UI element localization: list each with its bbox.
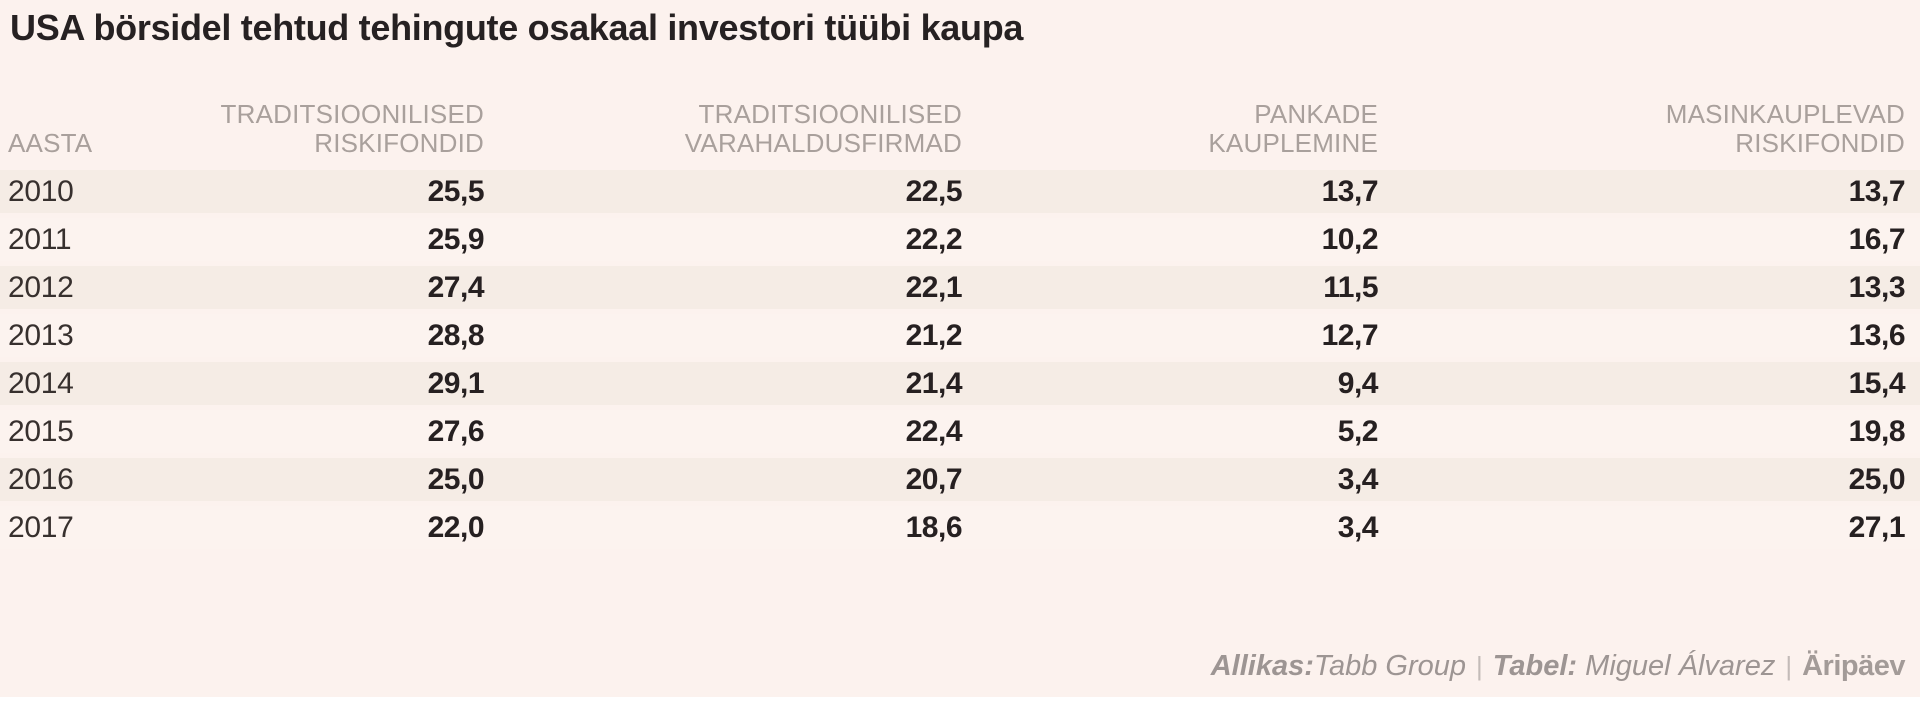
table-body: 2010 25,5 22,5 13,7 13,7 2011 25,9 22,2 10,2 16,7…	[0, 170, 1920, 554]
column-header-line2: KAUPLEMINE	[1208, 128, 1378, 158]
table-row: 2011 25,9 22,2 10,2 16,7	[0, 218, 1920, 261]
value-cell: 21,2	[905, 318, 963, 352]
value-cell: 25,5	[427, 174, 485, 208]
column-header-traditsioonilised-riskifondid: TRADITSIOONILISED RISKIFONDID	[170, 100, 484, 158]
source-label: Allikas:	[1210, 650, 1314, 682]
value-cell: 13,3	[1848, 270, 1906, 304]
value-cell: 25,9	[427, 222, 485, 256]
table-row: 2010 25,5 22,5 13,7 13,7	[0, 170, 1920, 213]
column-header-line2: VARAHALDUSFIRMAD	[684, 128, 962, 158]
column-header-line1: TRADITSIOONILISED	[220, 99, 484, 129]
year-cell: 2012	[8, 270, 74, 304]
year-cell: 2017	[8, 510, 74, 544]
value-cell: 22,0	[427, 510, 485, 544]
value-cell: 13,7	[1321, 174, 1379, 208]
column-header-line1: MASINKAUPLEVAD	[1665, 99, 1905, 129]
value-cell: 15,4	[1848, 366, 1906, 400]
column-header-line2: RISKIFONDID	[1735, 128, 1905, 158]
year-cell: 2015	[8, 414, 74, 448]
value-cell: 21,4	[905, 366, 963, 400]
value-cell: 3,4	[1337, 462, 1379, 496]
value-cell: 9,4	[1337, 366, 1379, 400]
year-cell: 2013	[8, 318, 74, 352]
value-cell: 18,6	[905, 510, 963, 544]
page-title: USA börsidel tehtud tehingute osakaal in…	[10, 7, 1024, 48]
value-cell: 29,1	[427, 366, 485, 400]
year-cell: 2011	[8, 222, 72, 256]
value-cell: 25,0	[427, 462, 485, 496]
footer-separator: |	[1785, 651, 1793, 681]
column-header-aasta: AASTA	[0, 129, 170, 158]
column-header-masinkauplevad-riskifondid: MASINKAUPLEVAD RISKIFONDID	[1378, 100, 1920, 158]
table-row: 2012 27,4 22,1 11,5 13,3	[0, 266, 1920, 309]
value-cell: 22,1	[905, 270, 963, 304]
value-cell: 25,0	[1848, 462, 1906, 496]
footer-separator: |	[1476, 651, 1483, 681]
value-cell: 20,7	[905, 462, 963, 496]
bottom-white-strip	[0, 697, 1920, 706]
publisher-logo: Äripäev	[1802, 650, 1905, 682]
value-cell: 3,4	[1337, 510, 1379, 544]
value-cell: 10,2	[1321, 222, 1379, 256]
column-header-pankade-kauplemine: PANKADE KAUPLEMINE	[962, 100, 1378, 158]
column-header-traditsioonilised-varahaldusfirmad: TRADITSIOONILISED VARAHALDUSFIRMAD	[484, 100, 962, 158]
value-cell: 27,6	[427, 414, 485, 448]
value-cell: 27,4	[427, 270, 485, 304]
table-credit-name: Miguel Álvarez	[1585, 650, 1776, 682]
value-cell: 19,8	[1848, 414, 1906, 448]
value-cell: 11,5	[1323, 270, 1378, 304]
value-cell: 16,7	[1848, 222, 1906, 256]
table-header-row: AASTA TRADITSIOONILISED RISKIFONDID TRAD…	[0, 88, 1920, 158]
year-cell: 2010	[8, 174, 74, 208]
table-row: 2015 27,6 22,4 5,2 19,8	[0, 410, 1920, 453]
year-cell: 2014	[8, 366, 74, 400]
value-cell: 22,2	[905, 222, 963, 256]
value-cell: 22,5	[905, 174, 963, 208]
table-row: 2017 22,0 18,6 3,4 27,1	[0, 506, 1920, 549]
value-cell: 28,8	[427, 318, 485, 352]
value-cell: 13,6	[1848, 318, 1906, 352]
footer-credits: Allikas:Tabb Group | Tabel: Miguel Álvarez…	[1210, 650, 1906, 683]
column-header-line1: PANKADE	[1254, 99, 1378, 129]
value-cell: 22,4	[905, 414, 963, 448]
source-value: Tabb Group	[1313, 650, 1466, 682]
value-cell: 27,1	[1848, 510, 1906, 544]
table-row: 2013 28,8 21,2 12,7 13,6	[0, 314, 1920, 357]
table-credit-label: Tabel:	[1492, 650, 1578, 682]
year-cell: 2016	[8, 462, 74, 496]
column-header-line1: TRADITSIOONILISED	[698, 99, 962, 129]
column-header-line2: RISKIFONDID	[314, 128, 484, 158]
column-header-label: AASTA	[8, 128, 93, 158]
value-cell: 12,7	[1321, 318, 1379, 352]
value-cell: 13,7	[1848, 174, 1906, 208]
value-cell: 5,2	[1337, 414, 1379, 448]
table-row: 2014 29,1 21,4 9,4 15,4	[0, 362, 1920, 405]
table-row: 2016 25,0 20,7 3,4 25,0	[0, 458, 1920, 501]
table-credit-value	[1577, 650, 1585, 682]
